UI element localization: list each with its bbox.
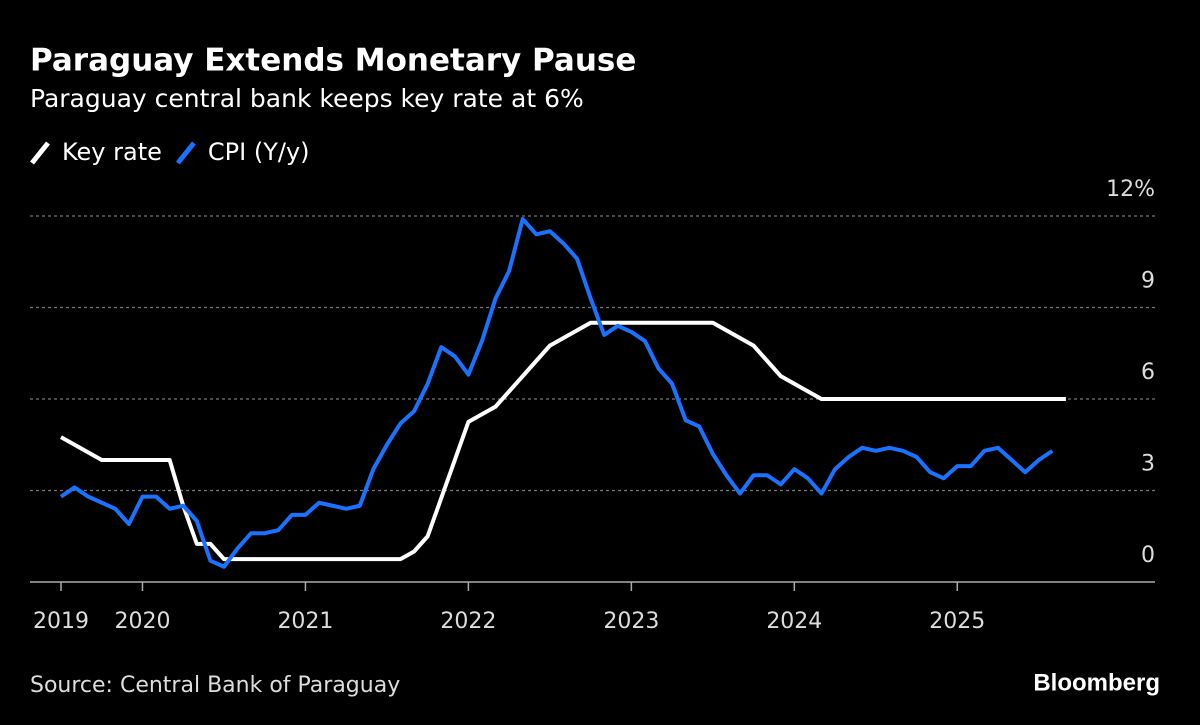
y-tick-label: 3 <box>1141 452 1155 477</box>
legend-swatch <box>175 141 196 165</box>
chart-title: Paraguay Extends Monetary Pause <box>30 43 636 79</box>
x-tick-label: 2023 <box>603 609 659 634</box>
series-line <box>59 217 1054 569</box>
y-tick-label: 0 <box>1141 543 1155 568</box>
x-tick-label: 2025 <box>929 609 985 634</box>
brand: Bloomberg <box>1033 669 1160 696</box>
series-line <box>60 320 1066 562</box>
legend-label: CPI (Y/y) <box>208 138 310 166</box>
legend-label: Key rate <box>62 138 162 166</box>
y-tick-label: 6 <box>1141 360 1155 385</box>
source: Source: Central Bank of Paraguay <box>30 673 400 698</box>
chart-subtitle: Paraguay central bank keeps key rate at … <box>30 84 584 113</box>
legend-swatch <box>30 141 50 165</box>
y-tick-label: 12% <box>1106 177 1155 202</box>
x-tick-label: 2020 <box>114 609 170 634</box>
legend: Key rate CPI (Y/y) <box>30 138 310 166</box>
x-tick-label: 2024 <box>766 609 822 634</box>
x-tick-label: 2019 <box>33 609 89 634</box>
x-tick-label: 2021 <box>277 609 333 634</box>
y-tick-label: 9 <box>1141 269 1155 294</box>
x-tick-label: 2022 <box>440 609 496 634</box>
